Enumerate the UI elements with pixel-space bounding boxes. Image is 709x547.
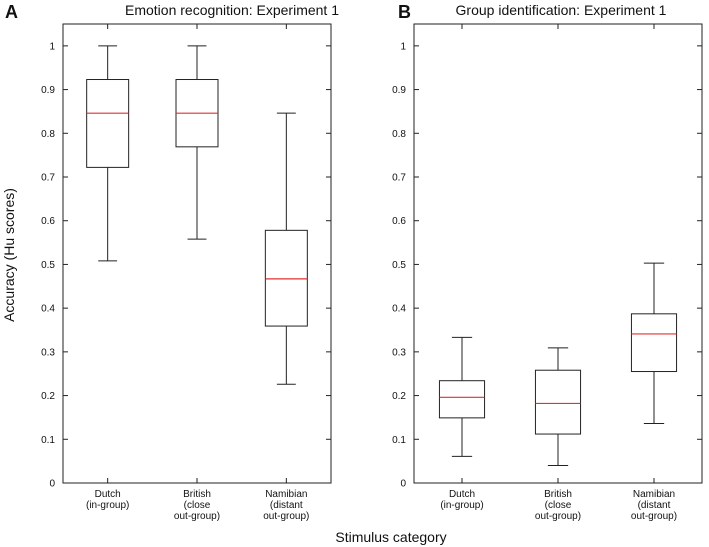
category-label-line: (close — [545, 500, 572, 511]
panel-letter-a: A — [5, 2, 18, 22]
panel-a-boxes — [86, 45, 308, 385]
y-tick-label: 1 — [49, 41, 55, 52]
panel-a-categories: Dutch (in-group)British (close out-group)Na… — [86, 24, 309, 522]
iqr-box — [86, 79, 130, 168]
iqr-box — [630, 313, 678, 373]
category-label-line: out-group) — [174, 511, 220, 522]
category-label-line: out-group) — [263, 511, 309, 522]
box-plot — [534, 347, 582, 467]
category-label-line: (in-group) — [440, 500, 483, 511]
y-tick-label: 0.9 — [392, 85, 406, 96]
box-plot — [438, 336, 486, 457]
category-label-line: (distant — [638, 500, 671, 511]
category-label-line: (distant — [270, 500, 303, 511]
category-label: Namibian (distant out-group) — [263, 489, 309, 522]
y-tick-label: 0.9 — [41, 85, 55, 96]
panel-b-plot-area — [413, 23, 703, 484]
x-axis-label: Stimulus category — [335, 529, 446, 545]
y-tick-label: 0.2 — [392, 391, 406, 402]
y-tick-label: 1 — [400, 41, 406, 52]
box-plot — [175, 45, 219, 240]
y-tick-label: 0.3 — [41, 347, 55, 358]
category-label-line: out-group) — [631, 511, 677, 522]
panel-b-y-ticks: 0 0.1 0.2 0.3 0.4 0.5 0.6 0.7 0.8 0.9 1 — [392, 41, 702, 490]
category-label: Namibian (distant out-group) — [631, 489, 677, 522]
y-tick-label: 0.4 — [41, 304, 55, 315]
panel-a-plot-area — [62, 23, 332, 484]
y-tick-label: 0.5 — [41, 260, 55, 271]
y-tick-label: 0.6 — [392, 216, 406, 227]
y-tick-label: 0.2 — [41, 391, 55, 402]
y-tick-label: 0.3 — [392, 347, 406, 358]
panel-a: A Emotion recognition: Experiment 1 0 0.1… — [5, 2, 339, 522]
category-label: British (close out-group) — [535, 489, 581, 522]
box-plot — [86, 45, 130, 262]
y-tick-label: 0 — [49, 479, 55, 490]
panel-b-title: Group identification: Experiment 1 — [456, 2, 667, 18]
iqr-box — [534, 369, 582, 435]
box-plot — [264, 112, 308, 385]
panel-a-title: Emotion recognition: Experiment 1 — [125, 2, 339, 18]
category-label-line: British — [544, 489, 572, 500]
category-label: Dutch (in-group) — [440, 489, 483, 511]
category-label-line: Dutch — [449, 489, 475, 500]
y-tick-label: 0.8 — [41, 129, 55, 140]
y-tick-label: 0.7 — [392, 173, 406, 184]
y-tick-label: 0.1 — [392, 435, 406, 446]
category-label-line: British — [183, 489, 211, 500]
category-label-line: out-group) — [535, 511, 581, 522]
category-label-line: (in-group) — [86, 500, 129, 511]
y-tick-label: 0.4 — [392, 304, 406, 315]
iqr-box — [264, 229, 308, 327]
y-tick-label: 0.7 — [41, 173, 55, 184]
panel-b-categories: Dutch (in-group)British (close out-group)Na… — [440, 24, 677, 522]
y-tick-label: 0.8 — [392, 129, 406, 140]
iqr-box — [438, 380, 486, 419]
panel-b: B Group identification: Experiment 1 0 0.… — [392, 2, 703, 522]
panel-b-boxes — [438, 262, 678, 467]
y-tick-label: 0.6 — [41, 216, 55, 227]
category-label-line: Namibian — [265, 489, 307, 500]
y-tick-label: 0.5 — [392, 260, 406, 271]
category-label: Dutch (in-group) — [86, 489, 129, 511]
category-label: British (close out-group) — [174, 489, 220, 522]
panel-letter-b: B — [398, 2, 411, 22]
y-tick-label: 0 — [400, 479, 406, 490]
category-label-line: Namibian — [633, 489, 675, 500]
y-tick-label: 0.1 — [41, 435, 55, 446]
category-label-line: Dutch — [95, 489, 121, 500]
category-label-line: (close — [184, 500, 211, 511]
box-plot — [630, 262, 678, 425]
y-axis-label: Accuracy (Hu scores) — [1, 188, 17, 322]
panel-a-y-ticks: 0 0.1 0.2 0.3 0.4 0.5 0.6 0.7 0.8 0.9 1 — [41, 41, 331, 490]
